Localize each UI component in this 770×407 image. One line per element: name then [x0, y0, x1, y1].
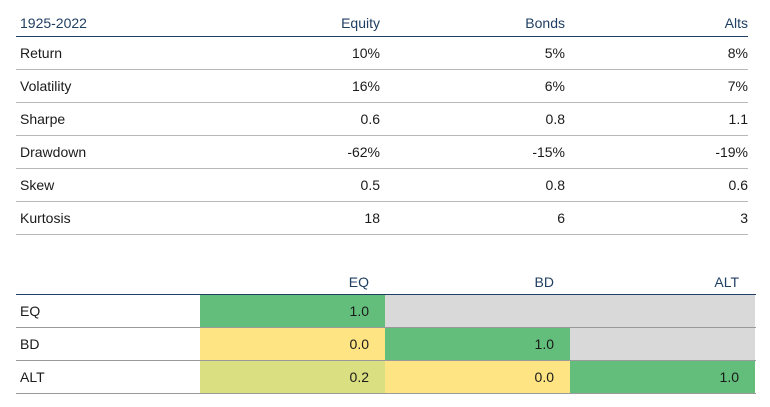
alts-value: 8%: [727, 45, 748, 61]
row-label: BD: [20, 336, 40, 352]
period-header: 1925-2022: [20, 15, 87, 31]
stats-table: 1925-2022 Equity Bonds Alts Return 10% 5…: [16, 10, 748, 235]
row-label: Skew: [20, 177, 55, 193]
row-label: Sharpe: [20, 111, 66, 127]
row-label: Kurtosis: [20, 210, 71, 226]
row-label: Volatility: [20, 78, 72, 94]
table-row: Return 10% 5% 8%: [16, 37, 748, 70]
alts-value: 7%: [727, 78, 748, 94]
table-row: Kurtosis 18 6 3: [16, 202, 748, 235]
alts-value: 1.1: [728, 111, 748, 127]
bonds-value: -15%: [532, 144, 565, 160]
bd-column-header: BD: [534, 274, 554, 290]
row-label: EQ: [20, 303, 41, 319]
equity-value: 16%: [351, 78, 380, 94]
alts-value: 3: [740, 210, 748, 226]
correlation-row: EQ 1.0: [16, 295, 756, 328]
correlation-cell: [385, 295, 570, 327]
alts-header: Alts: [724, 15, 748, 31]
table-row: Skew 0.5 0.8 0.6: [16, 169, 748, 202]
equity-value: 0.5: [360, 177, 380, 193]
correlation-cell: [570, 295, 755, 327]
equity-header: Equity: [341, 15, 380, 31]
correlation-cell: 1.0: [570, 361, 755, 393]
correlation-header-row: EQ BD ALT: [16, 268, 756, 295]
table-row: Sharpe 0.6 0.8 1.1: [16, 103, 748, 136]
equity-value: 0.6: [360, 111, 380, 127]
alt-column-header: ALT: [714, 274, 739, 290]
row-label: Return: [20, 45, 63, 61]
row-label: Drawdown: [20, 144, 87, 160]
equity-value: 18: [364, 210, 380, 226]
correlation-cell: 0.0: [200, 328, 385, 360]
correlation-row: BD 0.0 1.0: [16, 328, 756, 361]
row-label: ALT: [20, 369, 45, 385]
table-row: Volatility 16% 6% 7%: [16, 70, 748, 103]
alts-value: -19%: [715, 144, 748, 160]
stats-header-row: 1925-2022 Equity Bonds Alts: [16, 10, 748, 37]
equity-value: 10%: [351, 45, 380, 61]
correlation-cell: 0.2: [200, 361, 385, 393]
alts-value: 0.6: [728, 177, 748, 193]
table-row: Drawdown -62% -15% -19%: [16, 136, 748, 169]
bonds-value: 6%: [544, 78, 565, 94]
bonds-value: 6: [557, 210, 565, 226]
correlation-cell: 1.0: [200, 295, 385, 327]
correlation-cell: 0.0: [385, 361, 570, 393]
correlation-matrix: EQ BD ALT EQ 1.0 BD 0.0 1.0 ALT 0.2 0.0 …: [16, 268, 756, 394]
bonds-value: 0.8: [545, 111, 565, 127]
correlation-row: ALT 0.2 0.0 1.0: [16, 361, 756, 394]
bonds-value: 5%: [544, 45, 565, 61]
correlation-cell: 1.0: [385, 328, 570, 360]
bonds-value: 0.8: [545, 177, 565, 193]
eq-column-header: EQ: [348, 274, 369, 290]
equity-value: -62%: [347, 144, 380, 160]
correlation-cell: [570, 328, 755, 360]
bonds-header: Bonds: [525, 15, 565, 31]
